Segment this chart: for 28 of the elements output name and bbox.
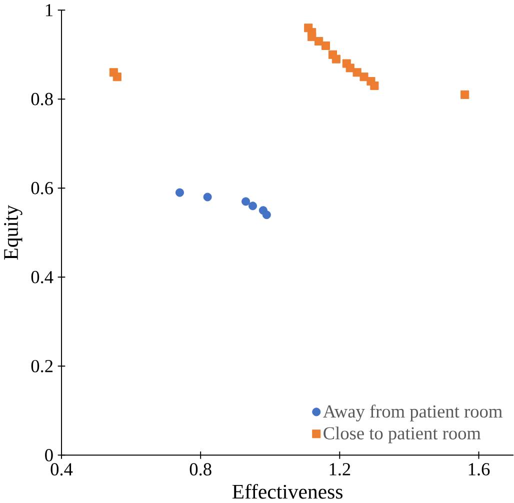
point <box>370 82 379 90</box>
point <box>308 32 316 42</box>
point <box>112 72 122 82</box>
point <box>314 37 324 46</box>
y-tick-label: 0.8 <box>31 92 53 106</box>
x-tick-label: 1.2 <box>330 463 350 476</box>
point <box>346 64 354 72</box>
point <box>360 72 368 82</box>
point <box>248 202 258 210</box>
y-tick-label: 0.2 <box>31 360 53 372</box>
y-tick-label: 0.6 <box>31 182 53 194</box>
legend-label: Away from patient room <box>323 404 502 422</box>
point <box>242 197 250 206</box>
point <box>175 188 184 197</box>
point <box>321 42 330 50</box>
point <box>262 210 271 220</box>
y-tick-label: 1 <box>46 4 52 16</box>
x-tick-label: 1.6 <box>468 463 490 476</box>
y-tick-label: 0.4 <box>31 271 54 284</box>
point <box>332 54 340 64</box>
point <box>203 192 212 202</box>
y-tick-label: 0 <box>45 449 53 462</box>
point <box>352 68 362 77</box>
x-axis-title: Effectiveness <box>232 484 342 499</box>
y-axis-title: Equity <box>4 205 22 260</box>
point <box>460 90 470 100</box>
x-tick-label: 0.8 <box>190 463 212 476</box>
legend-label: Close to patient room <box>324 426 481 444</box>
